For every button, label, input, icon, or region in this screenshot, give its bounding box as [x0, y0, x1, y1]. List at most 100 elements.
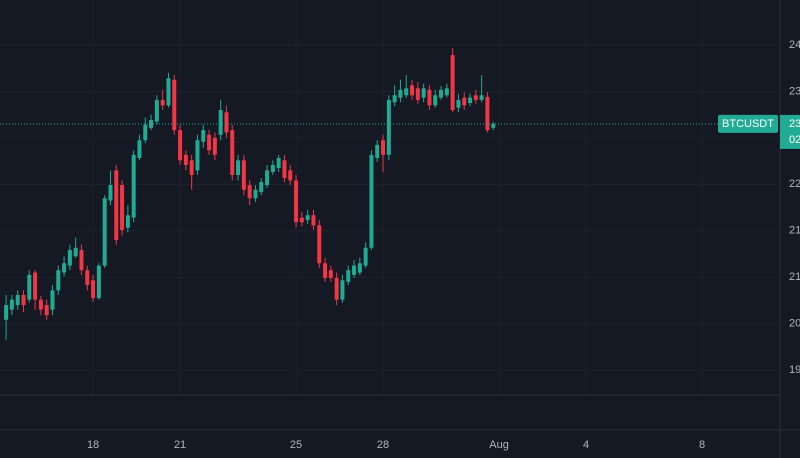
y-tick-label: 23: [789, 85, 800, 97]
candle-body: [415, 88, 420, 100]
candle-body: [282, 160, 287, 179]
candle-body: [108, 185, 113, 201]
y-tick-label: 24: [789, 39, 800, 51]
candle-body: [62, 263, 67, 273]
candle-body: [288, 170, 293, 181]
candle-body: [172, 79, 177, 131]
candle-body: [131, 154, 136, 218]
candle-body: [137, 140, 142, 158]
candle-body: [259, 181, 264, 193]
candle-body: [160, 99, 165, 106]
candle-body: [357, 263, 362, 273]
candle-body: [201, 130, 206, 142]
price-badge: [780, 114, 800, 149]
y-tick-label: 21: [789, 271, 800, 283]
candle-body: [50, 290, 55, 310]
x-tick-label: Aug: [489, 439, 509, 451]
candle-body: [375, 144, 380, 158]
x-tick-label: 4: [583, 439, 589, 451]
candle-body: [4, 305, 9, 320]
candle-body: [85, 270, 90, 285]
candle-body: [491, 123, 496, 128]
candle-body: [381, 140, 386, 155]
candle-body: [44, 305, 49, 316]
candle-body: [247, 185, 252, 199]
candle-body: [224, 112, 229, 133]
last-price-label: 23: [789, 118, 800, 130]
candle-body: [305, 215, 310, 220]
candle-body: [218, 109, 223, 135]
candle-body: [27, 274, 32, 300]
x-tick-label: 21: [174, 439, 186, 451]
candle-body: [33, 272, 38, 300]
candle-body: [485, 96, 490, 131]
candle-body: [166, 78, 171, 106]
candle-body: [189, 160, 194, 176]
candle-body: [91, 280, 96, 299]
candle-body: [294, 180, 299, 223]
candle-body: [398, 89, 403, 98]
candle-body: [334, 277, 339, 300]
candle-body: [421, 88, 426, 98]
candle-body: [462, 97, 467, 106]
candle-body: [38, 299, 43, 310]
candle-body: [276, 157, 281, 169]
candle-body: [102, 198, 107, 266]
candle-body: [427, 89, 432, 106]
symbol-badge: [718, 114, 778, 133]
candle-body: [479, 95, 484, 100]
y-tick-label: 21: [789, 225, 800, 237]
candle-body: [439, 89, 444, 98]
candle-body: [154, 99, 159, 122]
candle-body: [270, 164, 275, 172]
candle-body: [317, 225, 322, 264]
candle-body: [9, 299, 14, 310]
candle-body: [73, 247, 78, 257]
candle-body: [404, 88, 409, 96]
candle-body: [183, 154, 188, 165]
x-tick-label: 8: [699, 439, 705, 451]
candle-body: [15, 294, 20, 306]
candle-body: [363, 247, 368, 266]
candle-body: [323, 263, 328, 278]
candle-body: [96, 265, 101, 299]
candle-body: [450, 55, 455, 110]
y-tick-label: 19: [789, 364, 800, 376]
x-tick-label: 25: [290, 439, 302, 451]
candle-body: [444, 88, 449, 96]
candle-body: [340, 280, 345, 300]
candle-body: [125, 215, 130, 228]
candle-body: [386, 99, 391, 155]
candle-body: [311, 215, 316, 226]
candle-body: [253, 189, 258, 199]
candle-body: [149, 120, 154, 128]
candle-body: [143, 124, 148, 141]
candle-body: [212, 137, 217, 155]
candle-body: [178, 130, 183, 161]
y-tick-label: 22: [789, 178, 800, 190]
candle-body: [265, 170, 270, 186]
candle-body: [410, 85, 415, 96]
x-tick-label: 28: [377, 439, 389, 451]
candle-body: [468, 97, 473, 104]
candle-body: [346, 270, 351, 282]
candle-body: [241, 160, 246, 190]
countdown-label: 02: [789, 134, 800, 146]
candle-body: [369, 154, 374, 248]
candle-body: [21, 294, 26, 306]
candle-body: [230, 130, 235, 176]
candle-body: [456, 99, 461, 108]
candle-body: [195, 140, 200, 171]
candle-body: [79, 250, 84, 271]
candle-body: [114, 170, 119, 241]
candle-body: [473, 95, 478, 100]
x-tick-label: 18: [87, 439, 99, 451]
candle-body: [433, 95, 438, 106]
candle-body: [328, 270, 333, 278]
candle-body: [120, 185, 125, 230]
candle-body: [352, 265, 357, 275]
symbol-label: BTCUSDT: [722, 118, 774, 130]
